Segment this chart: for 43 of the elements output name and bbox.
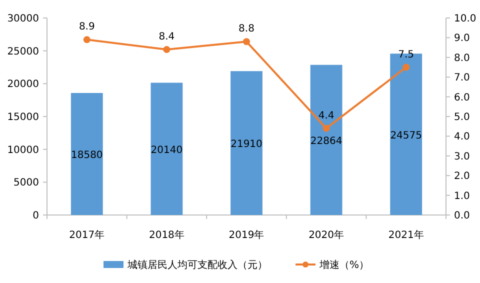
data-label: 18580 bbox=[70, 150, 103, 161]
bar bbox=[70, 92, 103, 215]
data-label: 8.8 bbox=[238, 24, 254, 35]
y2-tick-label: 9.0 bbox=[454, 33, 470, 44]
y-tick-label: 0 bbox=[32, 210, 39, 222]
y2-tick-label: 2.0 bbox=[454, 171, 470, 182]
y2-tick-label: 5.0 bbox=[454, 112, 470, 123]
y-tick-label: 5000 bbox=[14, 178, 39, 189]
point bbox=[83, 36, 90, 44]
data-label: 24575 bbox=[390, 130, 422, 142]
point bbox=[243, 38, 250, 46]
data-label: 8.9 bbox=[78, 22, 95, 33]
y2-tick-label: 6.0 bbox=[454, 92, 470, 104]
y2-tick-label: 10.0 bbox=[454, 14, 476, 24]
y-tick-label: 30000 bbox=[7, 14, 39, 24]
x-tick-label: 2019年 bbox=[228, 229, 264, 241]
bar bbox=[310, 64, 342, 215]
y-tick-label: 20000 bbox=[7, 79, 39, 90]
data-label: 22864 bbox=[310, 136, 342, 147]
y-tick-label: 10000 bbox=[7, 144, 39, 156]
y2-tick-label: 3.0 bbox=[454, 151, 470, 162]
y-tick-label: 15000 bbox=[7, 112, 39, 123]
x-tick-label: 2020年 bbox=[308, 229, 344, 241]
data-label: 20140 bbox=[150, 144, 183, 156]
data-label: 8.4 bbox=[158, 32, 175, 43]
point bbox=[163, 46, 170, 54]
y2-tick-label: 7.0 bbox=[454, 72, 470, 84]
y-tick-label: 25000 bbox=[7, 46, 39, 58]
data-label: 4.4 bbox=[318, 110, 334, 122]
bar bbox=[150, 82, 183, 215]
legend-label: 城镇居民人均可支配收入（元） bbox=[126, 259, 268, 271]
point bbox=[402, 64, 410, 71]
x-tick-label: 2017年 bbox=[69, 229, 105, 241]
x-tick-label: 2021年 bbox=[388, 229, 424, 241]
x-tick-label: 2018年 bbox=[148, 229, 184, 241]
point bbox=[322, 124, 330, 132]
bar bbox=[230, 71, 262, 215]
y2-tick-label: 0.0 bbox=[454, 210, 470, 222]
y2-tick-label: 4.0 bbox=[454, 132, 470, 143]
y2-tick-label: 1.0 bbox=[454, 190, 470, 202]
y2-tick-label: 8.0 bbox=[454, 52, 470, 64]
data-label: 21910 bbox=[230, 139, 262, 150]
legend-label: 增速（%） bbox=[318, 259, 370, 271]
